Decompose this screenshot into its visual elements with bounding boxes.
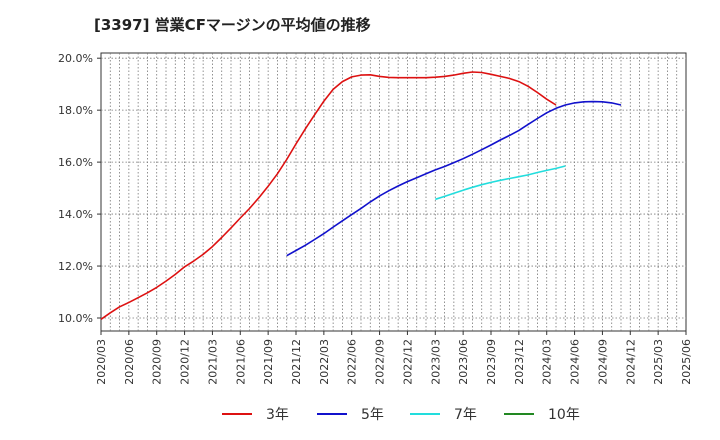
x-tick-label: 2025/03 (652, 339, 665, 385)
series-line-3年 (100, 71, 557, 320)
legend-label: 3年 (266, 407, 289, 423)
x-tick-label: 2022/12 (401, 339, 414, 385)
series-line-7年 (435, 165, 566, 201)
x-tick-label: 2021/09 (262, 339, 275, 385)
x-tick-label: 2024/03 (541, 339, 554, 385)
x-tick-label: 2021/12 (290, 339, 303, 385)
x-tick-label: 2021/06 (234, 339, 247, 385)
x-tick-label: 2022/03 (318, 339, 331, 385)
x-tick-label: 2023/09 (485, 339, 498, 385)
x-tick-label: 2021/03 (206, 339, 219, 385)
y-tick-label: 14.0% (58, 208, 93, 221)
x-tick-label: 2022/09 (374, 339, 387, 385)
x-tick-label: 2020/09 (151, 339, 164, 385)
y-tick-label: 20.0% (58, 52, 93, 65)
legend-label: 7年 (454, 407, 477, 423)
legend-label: 10年 (548, 407, 580, 423)
y-tick-label: 18.0% (58, 104, 93, 117)
legend-label: 5年 (361, 407, 384, 423)
x-tick-label: 2024/09 (596, 339, 609, 385)
y-tick-label: 12.0% (58, 260, 93, 273)
x-tick-label: 2020/12 (179, 339, 192, 385)
x-tick-label: 2022/06 (346, 339, 359, 385)
plot-area (100, 52, 687, 332)
x-tick-label: 2020/06 (123, 339, 136, 385)
x-tick-label: 2023/12 (513, 339, 526, 385)
x-tick-label: 2024/06 (569, 339, 582, 385)
y-tick-label: 16.0% (58, 156, 93, 169)
y-tick-label: 10.0% (58, 312, 93, 325)
chart-title: [3397] 営業CFマージンの平均値の推移 (94, 16, 371, 34)
x-tick-label: 2024/12 (624, 339, 637, 385)
series-line-5年 (286, 100, 622, 257)
x-tick-label: 2023/06 (457, 339, 470, 385)
x-tick-label: 2025/06 (680, 339, 693, 385)
x-tick-label: 2023/03 (429, 339, 442, 385)
x-tick-label: 2020/03 (95, 339, 108, 385)
